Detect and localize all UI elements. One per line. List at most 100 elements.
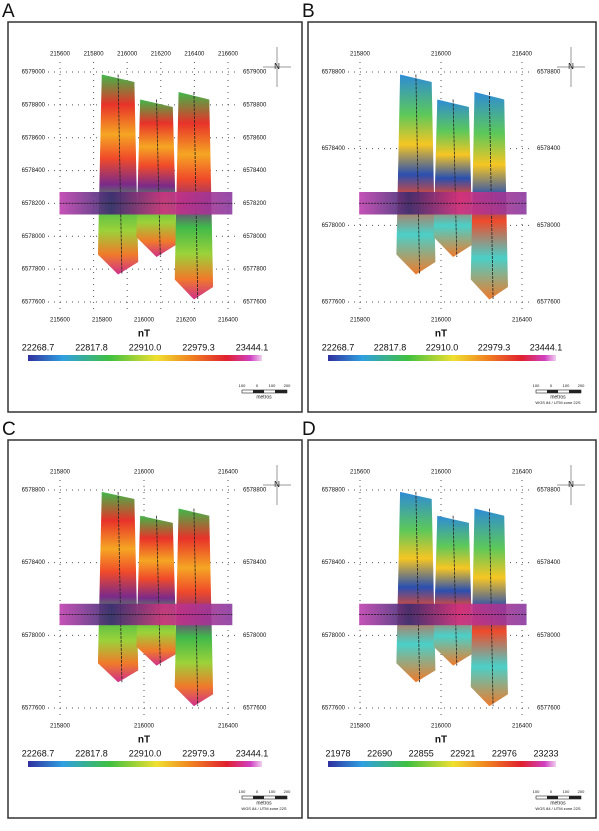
scale-label: 100: [533, 383, 540, 388]
y-tick-label: 6577600: [537, 706, 561, 712]
x-tick-label: 215800: [84, 52, 105, 58]
colorbar: [328, 355, 556, 361]
x-tick-label: 215800: [50, 724, 71, 730]
x-tick-label: 216400: [218, 318, 239, 324]
colorbar-label: 22979.3: [182, 342, 215, 352]
x-tick-label: 216000: [134, 724, 155, 730]
scale-label: 0: [550, 383, 553, 388]
x-tick-label: 216000: [134, 470, 155, 476]
colorbar-label: 22268.7: [22, 342, 55, 352]
y-tick-label: 6578000: [322, 633, 346, 639]
x-tick-label: 215600: [50, 318, 71, 324]
y-tick-label: 6578800: [537, 488, 561, 494]
x-tick-label: 216200: [176, 318, 197, 324]
y-tick-label: 6578400: [322, 146, 346, 152]
y-tick-label: 6579000: [243, 70, 267, 76]
unit-label: nT: [435, 735, 447, 746]
colorbar-label: 22979.3: [478, 342, 511, 352]
y-tick-label: 6578800: [22, 102, 46, 108]
scale-bar: [275, 796, 287, 799]
y-tick-label: 6579000: [22, 70, 46, 76]
north-label: N: [274, 480, 280, 489]
north-label: N: [568, 62, 574, 71]
y-tick-label: 6578400: [243, 560, 267, 566]
y-tick-label: 6578000: [322, 223, 346, 229]
colorbar-label: 22910.0: [426, 342, 459, 352]
x-tick-label: 216400: [512, 470, 533, 476]
anomaly-strip: [136, 100, 176, 258]
x-tick-label: 215800: [92, 318, 113, 324]
y-tick-label: 6578400: [322, 560, 346, 566]
y-tick-label: 6578800: [322, 488, 346, 494]
x-tick-label: 215800: [350, 318, 371, 324]
y-tick-label: 6578400: [22, 560, 46, 566]
x-tick-label: 216000: [431, 724, 452, 730]
colorbar-label: 22855: [409, 748, 434, 758]
y-tick-label: 6578200: [22, 201, 46, 207]
y-tick-label: 6578000: [243, 234, 267, 240]
colorbar-label: 22817.8: [75, 748, 108, 758]
x-tick-label: 216200: [151, 52, 172, 58]
anomaly-strip: [434, 100, 473, 258]
x-tick-label: 216400: [218, 724, 239, 730]
anomaly-strip: [396, 75, 435, 275]
x-tick-label: 215800: [350, 52, 371, 58]
projection: WGS 84 / UTM zone 22S: [241, 806, 286, 811]
y-tick-label: 6578000: [22, 234, 46, 240]
scale-bar: [547, 390, 558, 393]
y-tick-label: 6578000: [22, 633, 46, 639]
y-tick-label: 6578600: [22, 135, 46, 141]
figure: A215600215800216000216200216400216600215…: [0, 0, 599, 826]
scale-unit: metros: [256, 394, 272, 400]
scale-label: 100: [533, 789, 540, 794]
y-tick-label: 6578800: [243, 488, 267, 494]
colorbar-label: 22690: [367, 748, 392, 758]
scale-label: 200: [578, 789, 585, 794]
x-tick-label: 216400: [512, 724, 533, 730]
panel-label: B: [302, 1, 315, 22]
anomaly-strip: [434, 516, 473, 666]
x-tick-label: 216000: [431, 470, 452, 476]
scale-bar: [569, 390, 581, 393]
y-tick-label: 6577800: [22, 267, 46, 273]
colorbar-label: 22268.7: [322, 342, 355, 352]
colorbar-label: 22817.8: [75, 342, 108, 352]
colorbar-label: 22979.3: [182, 748, 215, 758]
scale-label: 0: [256, 789, 259, 794]
x-tick-label: 216400: [184, 52, 205, 58]
y-tick-label: 6577600: [322, 706, 346, 712]
y-tick-label: 6577600: [537, 300, 561, 306]
scale-label: 200: [578, 383, 585, 388]
anomaly-strip: [98, 75, 138, 275]
x-tick-label: 216400: [512, 52, 533, 58]
y-tick-label: 6578000: [243, 633, 267, 639]
scale-bar: [275, 390, 287, 393]
y-tick-label: 6577800: [243, 267, 267, 273]
x-tick-label: 215600: [50, 52, 71, 58]
y-tick-label: 6577600: [322, 300, 346, 306]
north-label: N: [568, 480, 574, 489]
scale-label: 100: [239, 789, 246, 794]
panel-label: C: [2, 419, 16, 440]
y-tick-label: 6578400: [22, 168, 46, 174]
scale-label: 100: [563, 383, 570, 388]
y-tick-label: 6578400: [537, 146, 561, 152]
x-tick-label: 215800: [350, 724, 371, 730]
unit-label: nT: [138, 329, 150, 340]
x-tick-label: 215800: [50, 470, 71, 476]
y-tick-label: 6578200: [243, 201, 267, 207]
scale-label: 0: [256, 383, 259, 388]
scale-bar: [569, 796, 581, 799]
anomaly-strip: [136, 516, 176, 666]
colorbar: [28, 355, 262, 361]
y-tick-label: 6578600: [243, 135, 267, 141]
unit-label: nT: [435, 329, 447, 340]
scale-label: 200: [284, 383, 291, 388]
colorbar-label: 22268.7: [22, 748, 55, 758]
panel-label: D: [302, 419, 316, 440]
projection: WGS 84 / UTM zone 22S: [535, 806, 580, 811]
x-tick-label: 216600: [218, 52, 239, 58]
colorbar-label: 22817.8: [374, 342, 407, 352]
colorbar-label: 22976: [492, 748, 517, 758]
anomaly-strip: [98, 492, 138, 682]
